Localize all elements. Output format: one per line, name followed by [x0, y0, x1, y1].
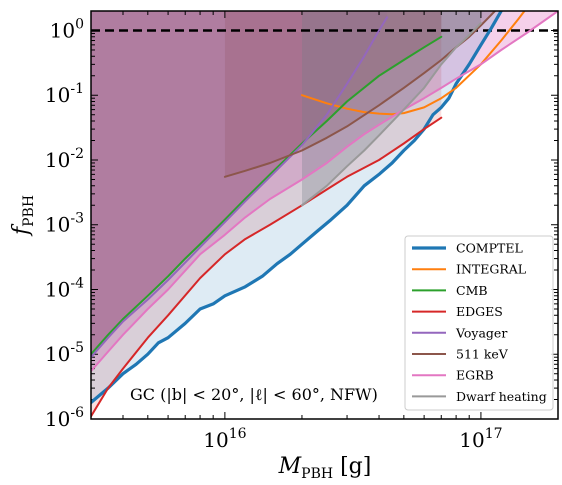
legend-label-integral: INTEGRAL	[456, 262, 526, 277]
annotation-label: GC (|b| < 20°, |ℓ| < 60°, NFW)	[130, 385, 378, 404]
y-tick-label: 10-2	[45, 146, 84, 172]
x-axis: 1016 1017	[203, 426, 502, 452]
legend-label-egrb: EGRB	[456, 368, 494, 383]
x-tick-label: 1016	[203, 426, 246, 452]
y-tick-label: 10-1	[45, 81, 84, 107]
legend-label-511-kev: 511 keV	[456, 347, 509, 362]
y-tick-label: 10-6	[45, 405, 84, 431]
series-line-cmb	[91, 35, 443, 356]
y-tick-label: 10-4	[45, 275, 84, 301]
region-edges	[91, 11, 442, 417]
series-line-integral	[301, 11, 526, 116]
series-line-dwarf-heating	[301, 22, 482, 207]
y-tick-label: 100	[50, 16, 84, 42]
series-line-egrb	[91, 11, 558, 373]
legend-box	[404, 235, 554, 411]
legend-label-comptel: COMPTEL	[456, 241, 523, 256]
region-cmb	[91, 11, 442, 355]
region-egrb	[91, 11, 558, 372]
region-511-kev	[224, 11, 496, 177]
region-comptel	[91, 11, 502, 403]
legend-label-cmb: CMB	[456, 283, 488, 298]
y-axis: 10-6 10-5 10-4 10-3 10-2 10-1 100	[45, 16, 84, 431]
x-axis-label: MPBH [g]	[278, 454, 372, 482]
series-line-edges	[91, 116, 443, 418]
y-axis-label: fPBH	[9, 195, 37, 237]
series-line-511-kev	[223, 11, 497, 178]
shaded-regions	[91, 11, 558, 417]
y-tick-label: 10-3	[45, 211, 84, 237]
plot-frame	[90, 10, 559, 420]
legend: COMPTEL INTEGRAL CMB EDGES Voyager 511 keV EGR…	[404, 235, 554, 411]
series-lines	[91, 11, 558, 418]
y-tick-label: 10-5	[45, 340, 84, 366]
region-dwarf-heating	[302, 11, 481, 206]
region-voyager	[91, 11, 388, 358]
legend-label-voyager: Voyager	[455, 325, 507, 340]
legend-label-dwarf-heating: Dwarf heating	[456, 389, 547, 404]
x-tick-label: 1017	[459, 426, 502, 452]
legend-label-edges: EDGES	[456, 304, 503, 319]
series-line-voyager	[91, 16, 389, 359]
